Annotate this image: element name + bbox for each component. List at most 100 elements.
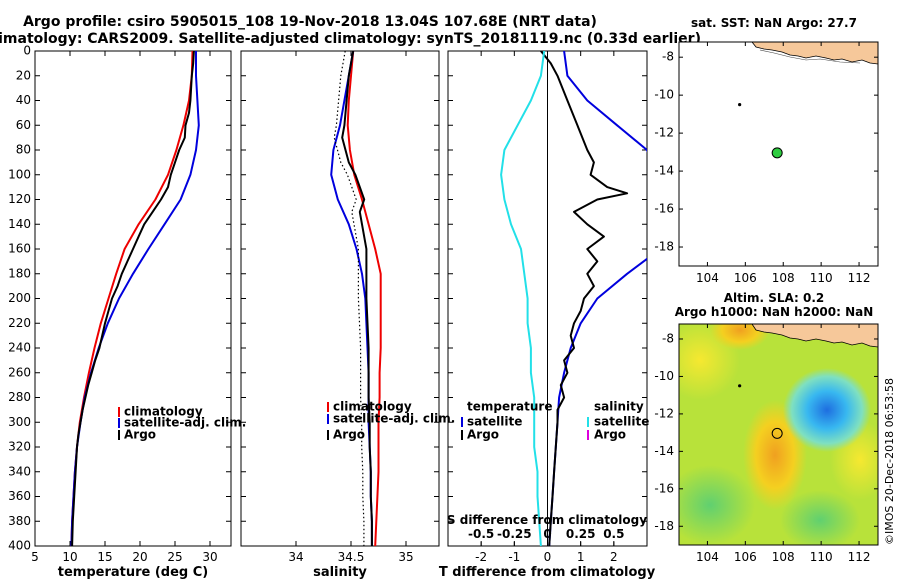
series-argo: [71, 51, 195, 546]
map-x-tick-label: 110: [810, 550, 833, 564]
depth-tick-label: 360: [8, 489, 31, 503]
salinity-axis-label: salinity: [313, 565, 367, 580]
map-y-tick-label: -16: [654, 481, 674, 495]
map-x-tick-label: 106: [734, 271, 757, 285]
depth-tick-label: 320: [8, 440, 31, 454]
t-difference-axis-label: T difference from climatology: [439, 565, 656, 580]
map-x-tick-label: 110: [810, 271, 833, 285]
sla-map-subtitle: Argo h1000: NaN h2000: NaN: [675, 305, 874, 319]
sla-low-eddy: [783, 368, 871, 452]
map-y-tick-label: -18: [654, 519, 674, 533]
depth-tick-label: 240: [8, 341, 31, 355]
map-y-tick-label: -8: [662, 331, 674, 345]
x-tick-label: 34: [288, 550, 303, 564]
map-y-tick-label: -12: [654, 406, 674, 420]
map-y-tick-label: -18: [654, 240, 674, 254]
difference-legend: temperature satellite Argo salinity sate…: [461, 400, 649, 442]
temperature-axis-label: temperature (deg C): [58, 565, 208, 580]
map-y-tick-label: -16: [654, 202, 674, 216]
temperature-panel-frame: [34, 50, 232, 547]
series-salinity-satellite: [500, 51, 546, 546]
salinity-panel: 34 34.5 35: [241, 50, 439, 564]
legend-salinity-header: salinity: [594, 400, 644, 414]
series-climatology: [70, 51, 194, 546]
x-tick-label: 20: [132, 550, 147, 564]
sst-map-title: sat. SST: NaN Argo: 27.7: [691, 16, 857, 30]
temperature-panel: 0 20 40 60 80 100 120 140 160 180 200 220 240 260 280 3…: [8, 44, 231, 564]
s-tick-label: -0.5: [468, 527, 494, 541]
sla-map-axes: 104 106 108 110 112 -8 -10 -12 -14 -16 -18: [654, 324, 878, 564]
legend-t-satellite-label: satellite: [467, 415, 522, 429]
legend-t-argo-label: Argo: [467, 428, 499, 442]
depth-tick-label: 220: [8, 316, 31, 330]
x-tick-label: 35: [398, 550, 413, 564]
map-y-tick-label: -10: [654, 369, 674, 383]
map-x-tick-label: 104: [696, 550, 719, 564]
depth-tick-label: 100: [8, 167, 31, 181]
legend-satellite-label: satellite-adj. clim.: [124, 416, 246, 430]
figure-title-line-1: Argo profile: csiro 5905015_108 19-Nov-2…: [23, 14, 597, 30]
series-group: [70, 51, 200, 546]
s-difference-axis-label: S difference from climatology: [447, 513, 647, 527]
s-tick-label: 0.5: [603, 527, 624, 541]
map-y-tick-label: -12: [654, 126, 674, 140]
depth-tick-label: 260: [8, 365, 31, 379]
depth-tick-label: 300: [8, 415, 31, 429]
map-x-tick-label: 108: [772, 550, 795, 564]
series-group: [330, 51, 382, 546]
sla-map-title: Altim. SLA: 0.2: [724, 291, 825, 305]
series-satellite-adj-clim-: [70, 51, 200, 546]
x-tick-label: 2: [610, 550, 618, 564]
x-tick-label: 5: [31, 550, 39, 564]
sst-map-axes: 104 106 108 110 112 -8 -10 -12 -14 -16 -18: [654, 42, 878, 285]
x-tick-label: -1: [508, 550, 520, 564]
map-y-tick-label: -14: [654, 444, 674, 458]
depth-tick-label: 200: [8, 291, 31, 305]
s-tick-label: 0.25: [566, 527, 596, 541]
sla-map-frame: [678, 323, 879, 546]
christmas-island: [738, 103, 742, 107]
legend-argo-label: Argo: [333, 428, 365, 442]
depth-tick-label: 160: [8, 242, 31, 256]
map-x-tick-label: 106: [734, 550, 757, 564]
sst-map-frame: [678, 41, 879, 267]
legend-temperature-header: temperature: [467, 400, 552, 414]
depth-tick-label: 180: [8, 266, 31, 280]
legend-s-argo-label: Argo: [594, 428, 626, 442]
sla-low-south: [780, 490, 860, 545]
map-y-tick-label: -10: [654, 88, 674, 102]
depth-tick-label: 400: [8, 539, 31, 553]
figure-title-line-2: Climatology: CARS2009. Satellite-adjuste…: [0, 31, 701, 47]
series-temperature-argo: [540, 51, 629, 546]
x-tick-label: -2: [475, 550, 487, 564]
depth-tick-label: 280: [8, 390, 31, 404]
depth-tick-label: 60: [16, 118, 31, 132]
argo-location-marker: [771, 147, 783, 159]
x-tick-label: 1: [577, 550, 585, 564]
map-x-tick-label: 108: [772, 271, 795, 285]
map-x-tick-label: 112: [848, 271, 871, 285]
depth-tick-label: 340: [8, 464, 31, 478]
sla-high-north: [710, 324, 770, 350]
java-coastline: [751, 324, 878, 348]
sla-low-southwest: [679, 465, 755, 545]
coastal-contour: [759, 49, 861, 64]
depth-tick-label: 40: [16, 93, 31, 107]
salinity-legend: climatology satellite-adj. clim. Argo: [327, 400, 455, 442]
legend-argo-label: Argo: [124, 428, 156, 442]
depth-tick-label: 20: [16, 68, 31, 82]
imos-timestamp: ©IMOS 20-Dec-2018 06:53:58: [883, 378, 896, 545]
series-group: [500, 51, 647, 546]
map-x-tick-label: 104: [696, 271, 719, 285]
legend-climatology-label: climatology: [124, 405, 203, 419]
s-tick-label: -0.25: [497, 527, 532, 541]
difference-panel: -2 -1 0 1 2-0.5 -0.25 0 0.25 0.5: [448, 50, 647, 564]
map-y-tick-label: -8: [662, 50, 674, 64]
x-tick-label: 15: [97, 550, 112, 564]
series-argo: [341, 51, 373, 546]
temperature-legend: climatology satellite-adj. clim. Argo: [118, 405, 246, 442]
x-tick-label: 0: [544, 550, 552, 564]
series-argo-dotted: [333, 51, 365, 546]
depth-tick-label: 140: [8, 217, 31, 231]
